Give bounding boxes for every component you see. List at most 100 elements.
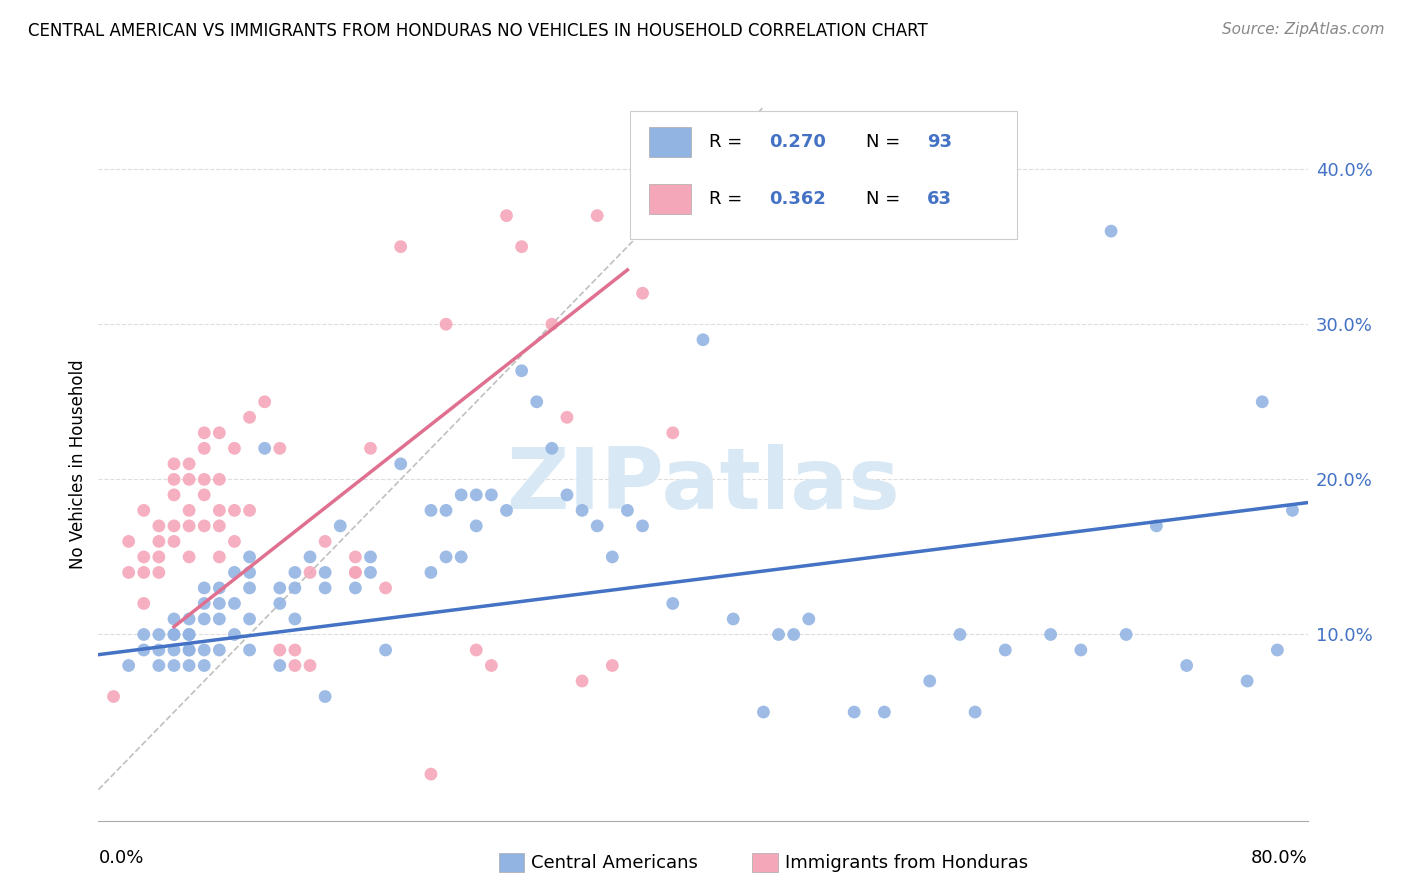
Y-axis label: No Vehicles in Household: No Vehicles in Household <box>69 359 87 569</box>
Point <box>208 503 231 517</box>
Point <box>299 566 322 580</box>
Point <box>177 612 201 626</box>
Point <box>177 503 201 517</box>
Point <box>239 612 262 626</box>
Point <box>1236 673 1258 688</box>
Point <box>193 442 215 456</box>
Point <box>721 612 744 626</box>
Point <box>844 705 866 719</box>
Point <box>329 519 352 533</box>
Point <box>118 566 141 580</box>
Point <box>193 581 215 595</box>
Point <box>177 658 201 673</box>
Point <box>239 410 262 425</box>
Point <box>314 566 336 580</box>
Point <box>208 519 231 533</box>
Point <box>208 549 231 564</box>
Text: N =: N = <box>866 133 907 151</box>
Point <box>616 503 638 517</box>
Point <box>1265 643 1288 657</box>
Point <box>1251 394 1274 409</box>
Point <box>177 457 201 471</box>
Point <box>177 643 201 657</box>
Point <box>873 705 896 719</box>
Text: Immigrants from Honduras: Immigrants from Honduras <box>785 854 1028 871</box>
Point <box>163 627 186 641</box>
FancyBboxPatch shape <box>648 127 690 157</box>
Point <box>419 503 441 517</box>
Point <box>177 472 201 486</box>
Point <box>571 503 593 517</box>
Point <box>344 566 367 580</box>
Point <box>586 519 609 533</box>
Point <box>239 566 262 580</box>
Point <box>465 488 488 502</box>
Point <box>495 209 517 223</box>
Point <box>314 534 336 549</box>
Point <box>132 597 155 611</box>
Text: 63: 63 <box>927 190 952 208</box>
Point <box>163 457 186 471</box>
Point <box>434 549 457 564</box>
Text: 80.0%: 80.0% <box>1251 849 1308 867</box>
Point <box>148 519 170 533</box>
Point <box>782 627 804 641</box>
Point <box>224 534 246 549</box>
Point <box>1175 658 1198 673</box>
Point <box>419 566 441 580</box>
Point <box>752 705 775 719</box>
Point <box>208 581 231 595</box>
Point <box>918 673 941 688</box>
Point <box>208 612 231 626</box>
Point <box>284 581 307 595</box>
Point <box>193 612 215 626</box>
Point <box>344 566 367 580</box>
Point <box>163 627 186 641</box>
Point <box>224 627 246 641</box>
Point <box>284 658 307 673</box>
Point <box>1039 627 1062 641</box>
Point <box>224 597 246 611</box>
Point <box>481 488 503 502</box>
Point <box>389 240 412 254</box>
Point <box>269 643 291 657</box>
Point <box>692 333 714 347</box>
Point <box>193 425 215 440</box>
Point <box>374 643 396 657</box>
Point <box>949 627 972 641</box>
Point <box>661 425 683 440</box>
Point <box>177 519 201 533</box>
Point <box>163 534 186 549</box>
Point <box>344 581 367 595</box>
Point <box>631 519 654 533</box>
Point <box>661 597 683 611</box>
Point <box>1144 519 1167 533</box>
Point <box>118 658 141 673</box>
Point <box>299 549 322 564</box>
Text: CENTRAL AMERICAN VS IMMIGRANTS FROM HONDURAS NO VEHICLES IN HOUSEHOLD CORRELATIO: CENTRAL AMERICAN VS IMMIGRANTS FROM HOND… <box>28 22 928 40</box>
Point <box>1070 643 1092 657</box>
Point <box>269 658 291 673</box>
Point <box>193 519 215 533</box>
Point <box>465 519 488 533</box>
Point <box>434 503 457 517</box>
Point <box>163 612 186 626</box>
Point <box>1281 503 1303 517</box>
FancyBboxPatch shape <box>648 184 690 214</box>
Point <box>434 317 457 331</box>
Point <box>1099 224 1122 238</box>
Point <box>253 442 276 456</box>
Point <box>299 658 322 673</box>
Point <box>193 597 215 611</box>
Text: ZIPatlas: ZIPatlas <box>506 443 900 527</box>
Point <box>148 534 170 549</box>
Point <box>239 643 262 657</box>
Point <box>360 549 382 564</box>
Point <box>208 597 231 611</box>
Point <box>631 286 654 301</box>
Point <box>269 597 291 611</box>
Point <box>132 549 155 564</box>
Point <box>224 566 246 580</box>
Point <box>163 472 186 486</box>
Point <box>314 690 336 704</box>
